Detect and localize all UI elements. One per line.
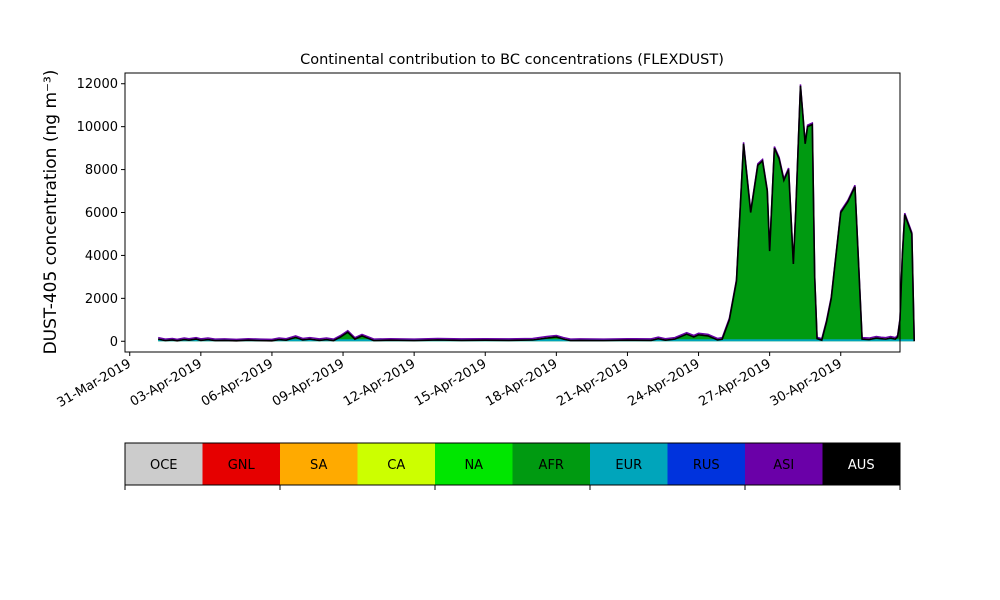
x-tick-label: 15-Apr-2019 bbox=[412, 356, 489, 409]
colorbar-label: GNL bbox=[228, 458, 256, 473]
colorbar-swatch bbox=[822, 443, 901, 485]
colorbar-frame bbox=[124, 442, 901, 486]
y-tick-label: 4000 bbox=[85, 249, 118, 264]
x-tick-label: 24-Apr-2019 bbox=[625, 356, 702, 409]
x-tick-label: 18-Apr-2019 bbox=[483, 356, 560, 409]
y-tick-label: 8000 bbox=[85, 163, 118, 178]
x-tick-label: 12-Apr-2019 bbox=[341, 356, 418, 409]
colorbar-swatch bbox=[280, 443, 358, 485]
colorbar-label: AFR bbox=[539, 458, 564, 473]
x-tick-label: 03-Apr-2019 bbox=[128, 356, 205, 409]
series-line-total bbox=[158, 85, 916, 342]
x-axis: 31-Mar-201903-Apr-201906-Apr-201909-Apr-… bbox=[55, 352, 845, 411]
colorbar-label: ASI bbox=[773, 458, 794, 473]
colorbar-swatch bbox=[512, 443, 591, 485]
colorbar-label: EUR bbox=[615, 458, 642, 473]
y-tick-label: 10000 bbox=[77, 120, 118, 135]
colorbar-swatch bbox=[590, 443, 668, 485]
x-tick-label: 21-Apr-2019 bbox=[554, 356, 631, 409]
colorbar-swatch bbox=[745, 443, 823, 485]
y-tick-label: 12000 bbox=[77, 77, 118, 92]
colorbar-label: RUS bbox=[693, 458, 720, 473]
x-tick-label: 27-Apr-2019 bbox=[697, 356, 774, 409]
x-tick-label: 31-Mar-2019 bbox=[55, 356, 134, 410]
plot-area bbox=[158, 84, 916, 342]
colorbar-label: CA bbox=[387, 458, 405, 473]
colorbar-swatch bbox=[125, 443, 203, 485]
y-tick-label: 6000 bbox=[85, 206, 118, 221]
chart-title: Continental contribution to BC concentra… bbox=[300, 52, 724, 68]
colorbar-label: OCE bbox=[150, 458, 178, 473]
colorbar-swatch bbox=[357, 443, 436, 485]
series-area-afr bbox=[158, 85, 915, 342]
colorbar-label: SA bbox=[310, 458, 327, 473]
colorbar-swatch bbox=[435, 443, 513, 485]
colorbar-label: NA bbox=[464, 458, 483, 473]
colorbar-legend: OCE GNL SA CA NA AFR EUR RUS ASI AUS bbox=[124, 442, 901, 490]
colorbar-label: AUS bbox=[848, 458, 875, 473]
y-axis-label: DUST-405 concentration (ng m⁻³) bbox=[41, 70, 61, 355]
x-tick-label: 30-Apr-2019 bbox=[768, 356, 845, 409]
y-tick-label: 2000 bbox=[85, 292, 118, 307]
x-tick-label: 09-Apr-2019 bbox=[270, 356, 347, 409]
y-axis: 0 2000 4000 6000 8000 10000 12000 bbox=[77, 77, 125, 350]
colorbar-swatch bbox=[667, 443, 746, 485]
y-tick-label: 0 bbox=[110, 335, 118, 350]
x-tick-label: 06-Apr-2019 bbox=[199, 356, 276, 409]
colorbar-swatch bbox=[202, 443, 281, 485]
